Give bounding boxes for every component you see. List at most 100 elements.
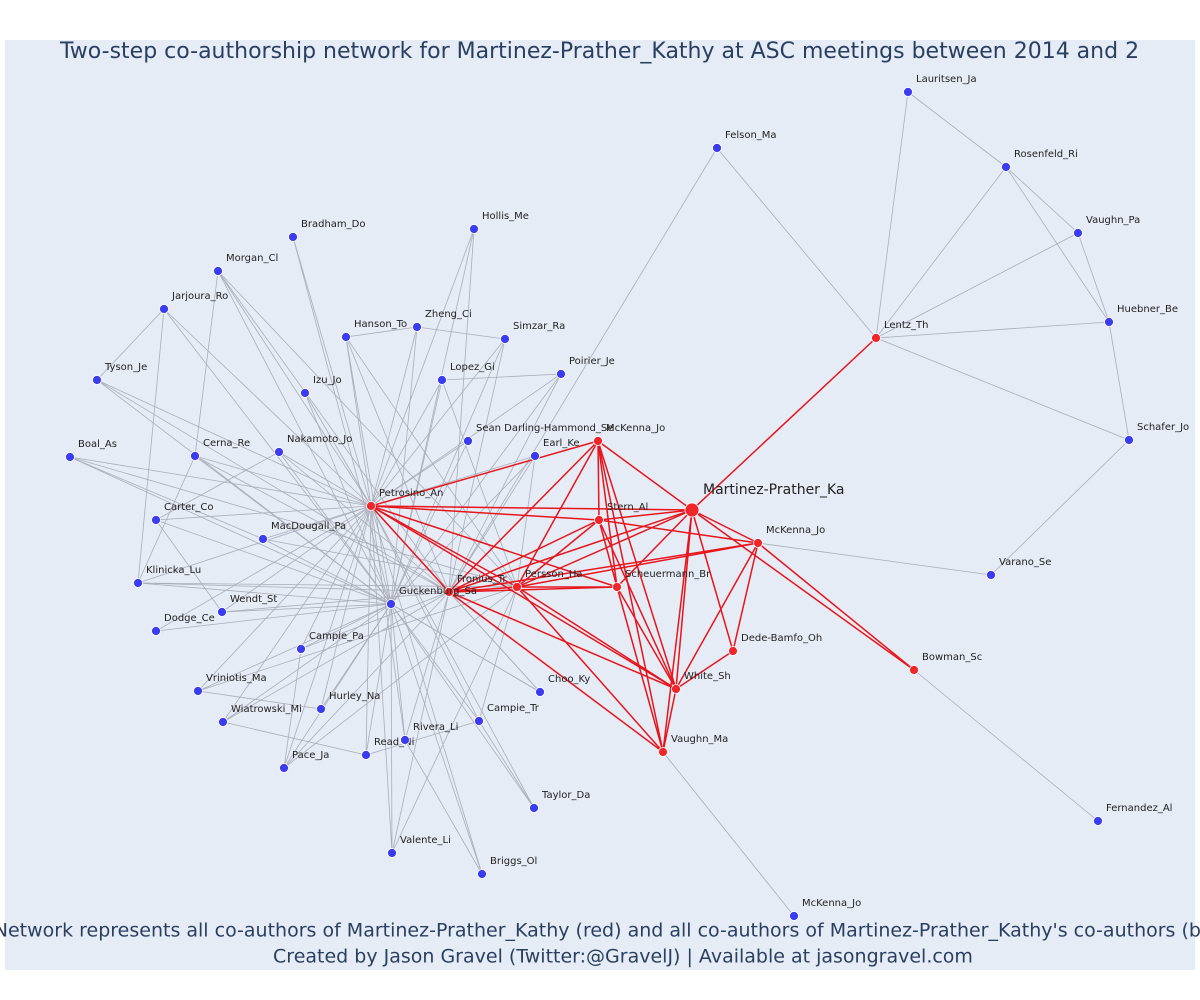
edge: [292, 236, 372, 507]
node-label: Vaughn_Pa: [1086, 215, 1140, 226]
edges: [69, 91, 1130, 917]
edge: [390, 603, 483, 875]
node-label: Bowman_Sc: [922, 652, 982, 663]
edge: [137, 308, 165, 584]
edge: [370, 505, 518, 588]
edge: [478, 720, 535, 809]
node: [469, 224, 479, 234]
edge: [390, 603, 541, 693]
edge: [345, 336, 372, 507]
node: [512, 582, 522, 592]
edge: [907, 91, 1007, 168]
node-label: Morgan_Cl: [226, 253, 278, 264]
edge: [345, 336, 450, 593]
edge: [320, 505, 372, 710]
edge: [732, 542, 759, 652]
edge: [390, 338, 506, 605]
footnote: Created by Jason Gravel (Twitter:@Gravel…: [273, 946, 973, 968]
edge: [598, 519, 618, 588]
edge: [913, 669, 1099, 822]
edge: [391, 586, 518, 854]
edge: [441, 379, 518, 588]
edge: [197, 586, 518, 692]
edge: [262, 538, 392, 605]
node: [753, 538, 763, 548]
node: [296, 644, 306, 654]
node: [300, 388, 310, 398]
node: [871, 333, 881, 343]
edge: [441, 373, 562, 381]
edge: [662, 751, 795, 917]
edge: [391, 591, 450, 854]
node: [535, 687, 545, 697]
edge: [370, 440, 599, 507]
node: [159, 304, 169, 314]
edge: [370, 379, 443, 507]
edge: [597, 440, 664, 753]
node: [477, 869, 487, 879]
edge: [448, 509, 693, 593]
edge: [516, 440, 599, 588]
node-label: Dodge_Ce: [164, 613, 215, 624]
edge: [370, 505, 393, 854]
edge: [757, 542, 992, 576]
edge: [691, 509, 915, 671]
edge: [448, 228, 475, 593]
edge: [155, 451, 280, 521]
node-label: Boal_As: [78, 439, 117, 450]
node: [65, 452, 75, 462]
edge: [390, 455, 536, 605]
edge: [616, 586, 664, 753]
edge: [217, 270, 392, 605]
edge: [221, 591, 450, 613]
edge: [370, 505, 406, 741]
edge: [448, 586, 618, 593]
node-label: Vriniotis_Ma: [206, 673, 267, 684]
node-label: Tyson_Je: [104, 362, 147, 373]
node: [728, 646, 738, 656]
edge: [448, 147, 718, 593]
edge: [691, 509, 734, 652]
node-label: Persson_Ha: [525, 569, 582, 580]
edge: [197, 690, 322, 710]
node: [387, 848, 397, 858]
edge: [516, 586, 664, 753]
edge: [370, 505, 677, 690]
edge: [516, 509, 693, 588]
edge: [345, 326, 418, 338]
edge: [390, 440, 469, 605]
edge: [197, 603, 392, 692]
edge: [370, 505, 600, 521]
node: [530, 451, 540, 461]
edge: [278, 451, 392, 605]
edge: [194, 455, 450, 593]
node-label: Rosenfeld_Ri: [1014, 149, 1078, 160]
node: [529, 803, 539, 813]
node-label: Hurley_Na: [329, 691, 380, 702]
edge: [222, 505, 372, 723]
edge: [370, 505, 450, 593]
edge: [194, 270, 219, 457]
edge: [222, 603, 392, 723]
edge: [478, 586, 518, 722]
node-label: Hollis_Me: [482, 211, 529, 222]
edge: [516, 542, 759, 588]
node: [92, 375, 102, 385]
edge: [222, 591, 450, 723]
edge: [716, 147, 877, 339]
node-label: Hanson_To: [354, 319, 407, 330]
edge: [345, 336, 392, 605]
edge: [516, 586, 677, 690]
node-label: Guckenburg_Sa: [399, 586, 477, 597]
edge: [448, 455, 536, 593]
edge: [757, 542, 915, 671]
node-label: Fernandez_Al: [1106, 803, 1172, 814]
node-label: Taylor_Da: [541, 790, 590, 801]
edge: [217, 270, 518, 588]
node-label: Varano_Se: [999, 557, 1051, 568]
footnote: Network represents all co-authors of Mar…: [0, 920, 1200, 942]
edge: [365, 720, 480, 756]
node: [1104, 317, 1114, 327]
edge: [404, 591, 450, 741]
node-label: Poirier_Je: [569, 356, 615, 367]
